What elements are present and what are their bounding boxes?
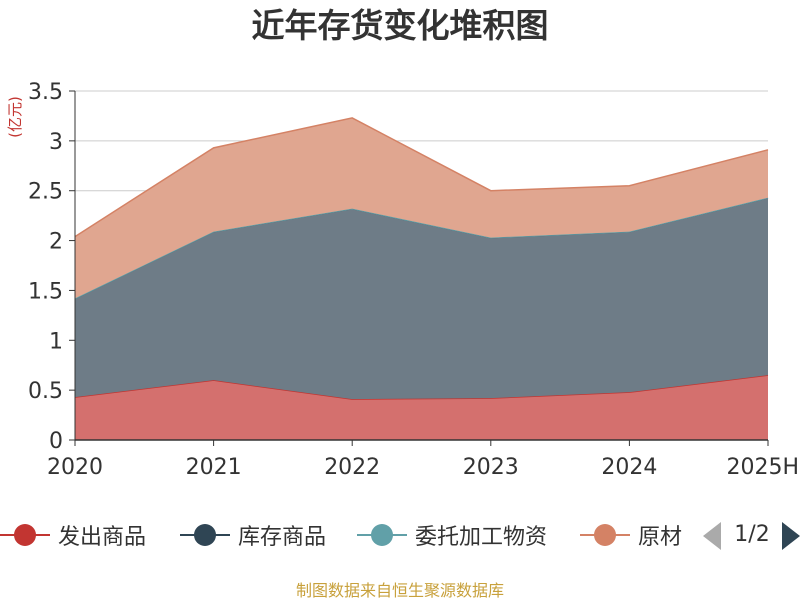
x-tick-label: 2021 [186,455,242,480]
legend: 发出商品 库存商品 委托加工物资 原材 [0,515,800,555]
legend-item-stock-goods[interactable]: 库存商品 [180,515,355,555]
legend-swatch-icon [357,520,407,550]
y-tick-label: 3 [49,130,63,155]
legend-swatch-icon [0,520,50,550]
legend-item-raw-materials[interactable]: 原材 [580,515,682,555]
stacked-areas [74,117,769,440]
area-series-3 [75,117,768,299]
chart-plot: 0 0.5 1 1.5 2 2.5 3 3.5 2020 2021 2022 2023 2024 2025… [6,80,799,480]
y-axis-unit-label: (亿元) [6,96,24,138]
x-tick-label: 2023 [463,455,519,480]
chart-title: 近年存货变化堆积图 [251,6,549,45]
area-series-line-3 [74,117,769,238]
y-tick-label: 2.5 [28,180,63,205]
legend-label: 发出商品 [58,525,147,550]
legend-next-page-icon[interactable] [782,522,800,550]
legend-label: 委托加工物资 [415,525,548,550]
area-series-1 [75,197,768,400]
y-tick-label: 3.5 [28,80,63,105]
area-series-0 [75,375,768,440]
legend-page-indicator: 1/2 [734,522,770,547]
legend-label: 库存商品 [238,525,327,550]
x-tick-label: 2022 [324,455,380,480]
y-tick-label: 1 [49,329,63,354]
legend-item-consigned-processing[interactable]: 委托加工物资 [357,515,577,555]
y-tick-label: 1.5 [28,279,63,304]
legend-item-shipped-goods[interactable]: 发出商品 [0,515,175,555]
legend-label: 原材 [638,525,682,550]
y-tick-label: 2 [49,230,63,255]
legend-swatch-icon [180,520,230,550]
axes: 0 0.5 1 1.5 2 2.5 3 3.5 2020 2021 2022 2023 2024 2025… [28,80,799,480]
legend-swatch-icon [580,520,630,550]
source-note: 制图数据来自恒生聚源数据库 [295,581,504,600]
y-tick-label: 0 [49,429,63,454]
x-tick-label: 2025H [726,455,799,480]
x-tick-label: 2024 [601,455,657,480]
legend-prev-page-icon[interactable] [703,522,721,550]
y-tick-label: 0.5 [28,379,63,404]
x-tick-label: 2020 [47,455,103,480]
